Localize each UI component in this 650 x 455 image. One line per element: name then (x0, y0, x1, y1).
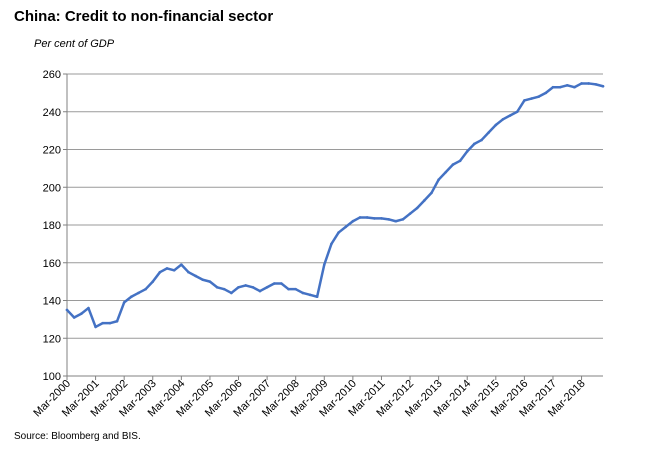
data-point (501, 118, 505, 121)
y-tick-label-140: 140 (43, 296, 61, 308)
data-point (573, 85, 576, 89)
data-point (137, 291, 140, 295)
data-point (130, 295, 133, 299)
data-point (322, 263, 326, 266)
data-point (108, 321, 112, 325)
data-points (65, 82, 605, 329)
data-point (558, 85, 562, 89)
data-point (187, 270, 190, 274)
data-point (423, 199, 426, 202)
data-point (408, 212, 412, 215)
y-axis-ticks: 100 120 140 160 180 200 220 240 260 (43, 69, 67, 383)
data-point (258, 289, 262, 293)
data-point (180, 263, 183, 266)
data-point (244, 284, 247, 287)
data-point (94, 325, 97, 329)
data-point (251, 285, 255, 289)
y-tick-label-100: 100 (43, 371, 61, 383)
data-point (458, 159, 462, 163)
data-point (565, 84, 569, 87)
data-point (508, 114, 512, 117)
data-point (594, 83, 598, 86)
data-point (465, 150, 469, 153)
data-point (201, 278, 205, 282)
data-point (172, 269, 176, 272)
data-point (373, 217, 376, 220)
data-point (387, 218, 390, 221)
chart-title: China: Credit to non-financial sector (14, 8, 274, 25)
data-point (601, 84, 605, 88)
data-point (551, 85, 555, 89)
data-point (587, 82, 591, 85)
data-point (337, 231, 340, 234)
source-note: Source: Bloomberg and BIS. (14, 431, 141, 442)
data-point (222, 287, 226, 291)
data-point (122, 301, 126, 304)
data-point (530, 97, 533, 100)
data-point (151, 280, 155, 283)
data-point (101, 321, 105, 325)
data-point (330, 242, 333, 246)
data-point (544, 91, 548, 95)
data-point (194, 274, 197, 278)
y-tick-label-180: 180 (43, 220, 61, 232)
data-point (537, 95, 540, 98)
y-tick-label-160: 160 (43, 258, 61, 270)
data-point (237, 285, 240, 289)
gridlines (67, 73, 603, 339)
data-point (365, 216, 369, 219)
data-point (301, 291, 305, 295)
x-axis-ticks: Mar-2000Mar-2001Mar-2002Mar-2003Mar-2004… (31, 376, 588, 419)
data-point (344, 225, 348, 229)
data-point (580, 82, 583, 85)
data-point (473, 142, 476, 146)
data-point (437, 178, 440, 181)
y-tick-label-200: 200 (43, 182, 61, 194)
data-point (230, 291, 233, 295)
data-point (72, 316, 76, 319)
data-point (415, 206, 419, 210)
data-point (265, 285, 269, 289)
data-point (165, 267, 169, 270)
data-point (444, 170, 448, 174)
data-point (287, 287, 290, 291)
series-line (65, 82, 605, 329)
data-point (494, 123, 498, 127)
data-point (294, 287, 297, 291)
data-point (430, 191, 433, 195)
data-point (451, 163, 455, 166)
data-point (215, 285, 219, 289)
data-point (208, 280, 212, 283)
data-point (144, 287, 147, 291)
data-point (65, 308, 69, 312)
data-point (280, 282, 283, 285)
data-point (158, 270, 162, 274)
data-point (115, 319, 119, 323)
axes (66, 74, 603, 377)
data-point (79, 312, 83, 316)
data-point (351, 219, 355, 223)
data-point (394, 219, 398, 223)
data-point (380, 217, 383, 220)
data-point (87, 306, 90, 310)
data-point (515, 110, 519, 114)
y-tick-label-260: 260 (43, 69, 61, 81)
data-point (401, 218, 405, 221)
data-point (272, 282, 276, 285)
y-tick-label-220: 220 (43, 145, 61, 157)
data-point (523, 99, 526, 102)
y-tick-label-120: 120 (43, 333, 61, 345)
y-tick-label-240: 240 (43, 107, 61, 119)
data-point (358, 216, 362, 219)
chart-subtitle: Per cent of GDP (34, 38, 115, 50)
data-point (315, 295, 319, 299)
data-point (308, 293, 312, 297)
data-point (487, 131, 490, 134)
data-point (480, 138, 483, 142)
